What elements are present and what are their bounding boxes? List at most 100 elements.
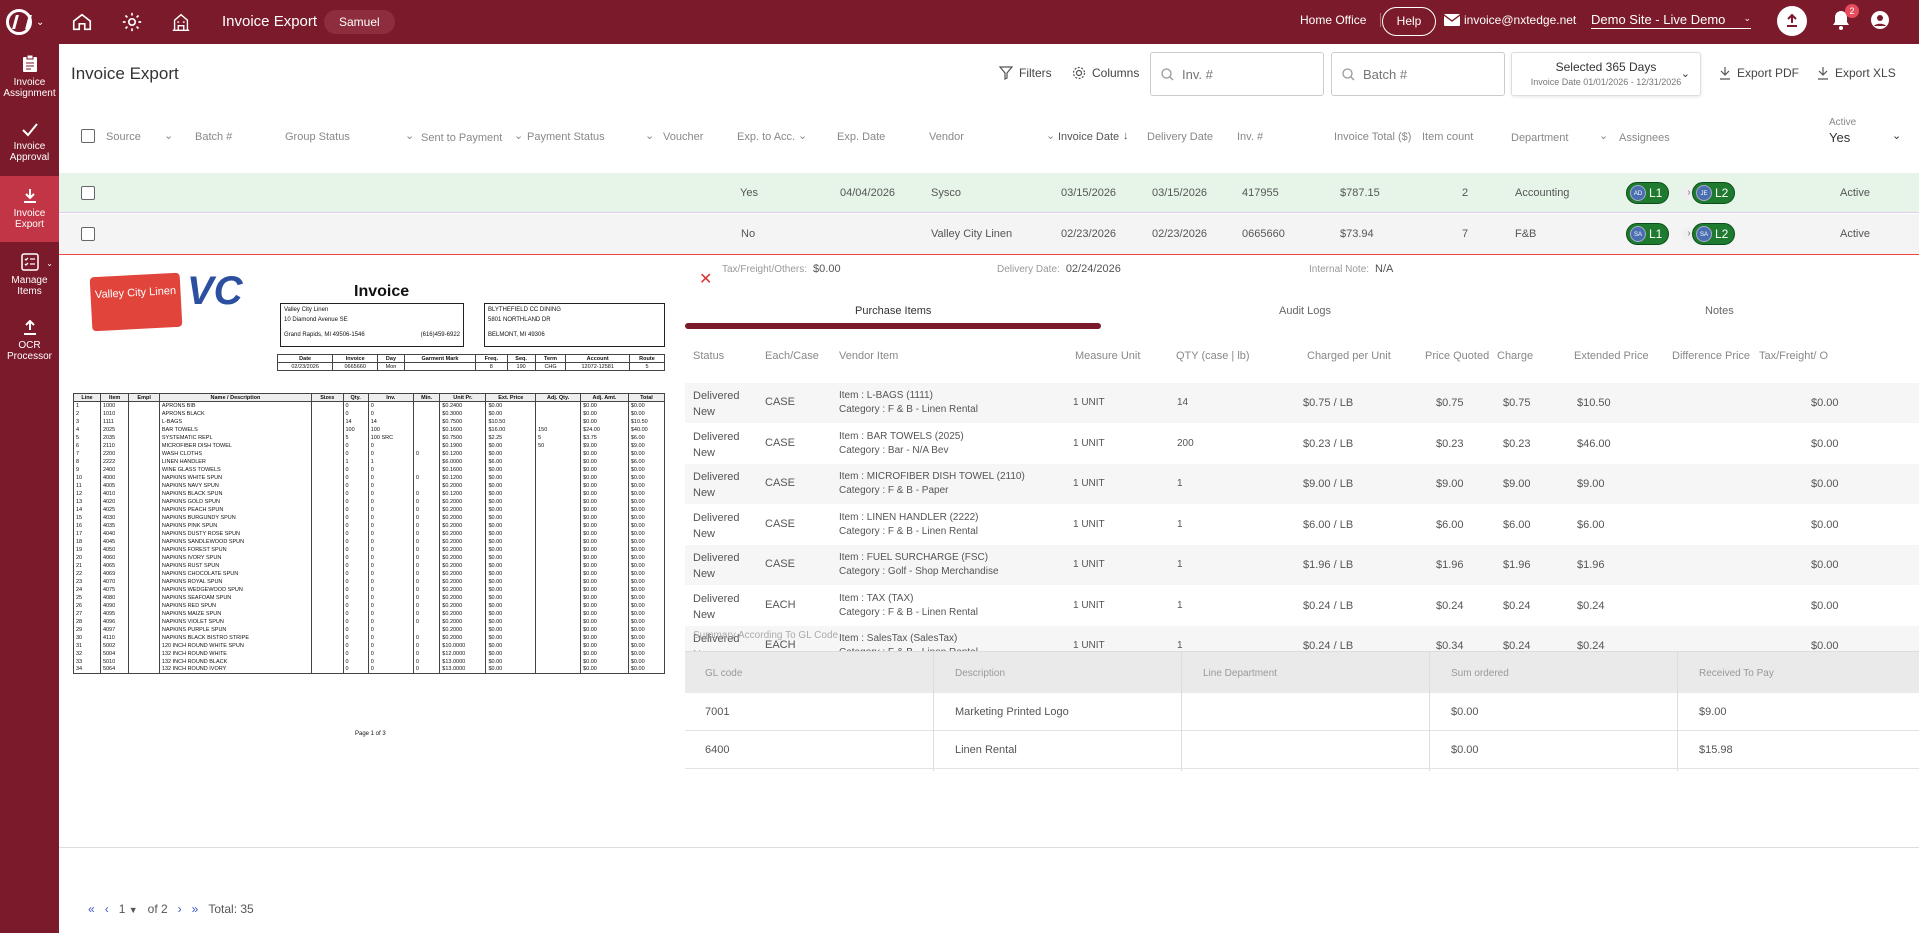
invoice-line: 4 2025 BAR TOWELS 100 100 $0.1600 $16.00 150 $24… [73, 425, 666, 434]
batch-search-field[interactable] [1331, 52, 1505, 96]
line-cell [311, 657, 344, 666]
row-checkbox[interactable] [81, 227, 95, 241]
line-cell: $0.00 [485, 497, 537, 506]
sidebar-item-ocr-processor[interactable]: OCR Processor [0, 308, 59, 374]
chevron-down-icon[interactable]: ⌄ [1599, 130, 1609, 142]
line-cell: $0.00 [627, 585, 666, 594]
user-icon[interactable] [1870, 10, 1890, 35]
close-icon[interactable]: ✕ [699, 271, 713, 288]
col-payment-status[interactable]: Payment Status [527, 131, 605, 143]
line-cell: $0.00 [580, 465, 629, 474]
cell-department: Accounting [1515, 187, 1570, 199]
chevron-down-icon[interactable]: ⌄ [164, 130, 174, 142]
line-cell: $0.00 [627, 657, 666, 666]
invoice-search-input[interactable] [1182, 66, 1302, 82]
col-assignees[interactable]: Assignees [1619, 132, 1670, 144]
col-invoice-date[interactable]: Invoice Date [1058, 131, 1120, 143]
chevron-down-icon[interactable]: ⌄ [1046, 130, 1056, 142]
line-cell: NAPKINS BLACK BISTRO STRIPE [158, 633, 313, 642]
chevron-down-icon[interactable]: ⌄ [645, 130, 655, 142]
line-cell: 5004 [99, 649, 130, 658]
vendor-logo: Valley City Linen [89, 272, 183, 332]
date-range-selector[interactable]: Selected 365 Days Invoice Date 01/01/202… [1511, 52, 1701, 96]
batch-search-input[interactable] [1363, 66, 1483, 82]
user-chip[interactable]: Samuel [324, 10, 395, 34]
next-page-icon[interactable]: › [177, 902, 182, 916]
help-button[interactable]: Help [1382, 7, 1436, 36]
purchase-item-row[interactable]: Delivered New CASE Item : L-BAGS (1111) Cat… [685, 383, 1919, 423]
gl-summary-header: GL code Description Line Department Sum ord… [685, 651, 1919, 693]
col-inv-number[interactable]: Inv. # [1237, 131, 1264, 143]
invoice-search-field[interactable] [1150, 52, 1324, 96]
sidebar-item-invoice-assignment[interactable]: Invoice Assignment [0, 44, 59, 110]
address-line: 5801 NORTHLAND DR [488, 317, 551, 323]
line-cell: $0.00 [580, 545, 629, 554]
export-pdf-button[interactable]: Export PDF [1719, 66, 1799, 80]
assignee-pill-l2[interactable]: JE L2 [1692, 182, 1736, 204]
sidebar-item-invoice-approval[interactable]: Invoice Approval [0, 110, 59, 176]
purchase-item-row[interactable]: Delivered New EACH Item : TAX (TAX) Categor… [685, 586, 1919, 626]
tab-audit-logs[interactable]: Audit Logs [1279, 305, 1331, 317]
gear-icon[interactable] [120, 10, 144, 34]
col-department[interactable]: Department [1511, 132, 1569, 144]
col-delivery-date[interactable]: Delivery Date [1147, 131, 1214, 143]
pi-col-header: Charged per Unit [1307, 350, 1391, 362]
first-page-icon[interactable]: « [88, 902, 95, 916]
line-cell: $0.00 [485, 537, 537, 546]
purchase-item-row[interactable]: Delivered New CASE Item : LINEN HANDLER (2… [685, 505, 1919, 545]
email-link[interactable]: invoice@nxtedge.net [1444, 13, 1576, 27]
col-voucher[interactable]: Voucher [663, 131, 704, 143]
col-sent-to-payment[interactable]: Sent to Payment [421, 132, 503, 144]
row-checkbox[interactable] [81, 186, 95, 200]
line-header: Ext. Price [485, 393, 537, 402]
col-source[interactable]: Source [106, 131, 141, 143]
line-cell: NAPKINS PEACH SPUN [158, 505, 313, 514]
last-page-icon[interactable]: » [191, 902, 199, 916]
home-office-link[interactable]: Home Office [1300, 13, 1382, 27]
sort-desc-icon[interactable]: ↓ [1123, 130, 1129, 142]
prev-page-icon[interactable]: ‹ [104, 902, 109, 916]
tab-notes[interactable]: Notes [1705, 305, 1734, 317]
col-exp-date[interactable]: Exp. Date [837, 131, 886, 143]
upload-button[interactable] [1777, 6, 1807, 36]
export-xls-button[interactable]: Export XLS [1817, 66, 1896, 80]
chevron-down-icon[interactable]: ⌄ [1892, 130, 1902, 142]
home-icon[interactable] [70, 10, 94, 34]
chevron-down-icon[interactable]: ⌄ [405, 130, 415, 142]
active-filter-select[interactable]: Yes [1829, 130, 1851, 145]
tab-purchase-items[interactable]: Purchase Items [855, 305, 932, 317]
col-item-count[interactable]: Item count [1422, 131, 1474, 143]
purchase-item-row[interactable]: Delivered New CASE Item : MICROFIBER DISH … [685, 464, 1919, 504]
col-vendor[interactable]: Vendor [929, 131, 964, 143]
line-cell: 0 [367, 585, 414, 594]
line-cell: 14 [367, 417, 414, 426]
delivery-label: Delivery Date: [997, 264, 1060, 275]
columns-button[interactable]: Columns [1072, 66, 1139, 80]
col-batch[interactable]: Batch # [195, 131, 233, 143]
col-group-status[interactable]: Group Status [285, 131, 350, 143]
purchase-item-row[interactable]: Delivered New CASE Item : BAR TOWELS (2025… [685, 424, 1919, 464]
page-select[interactable]: 1 ▼ [119, 902, 138, 916]
cell-delivery-date: 02/23/2026 [1152, 228, 1208, 240]
chevron-down-icon[interactable]: ⌄ [514, 130, 524, 142]
filters-button[interactable]: Filters [999, 66, 1052, 80]
chevron-down-icon[interactable]: ⌄ [798, 130, 808, 142]
site-selector[interactable]: Demo Site - Live Demo ⌄ [1591, 12, 1751, 29]
table-row[interactable]: Yes 04/04/2026 Sysco 03/15/2026 03/15/20… [59, 173, 1919, 213]
chevron-down-icon: ⌄ [1743, 13, 1751, 23]
select-all-checkbox[interactable] [81, 129, 95, 143]
table-row[interactable]: No Valley City Linen 02/23/2026 02/23/20… [59, 214, 1919, 254]
purchase-item-row[interactable]: Delivered New CASE Item : FUEL SURCHARGE (… [685, 545, 1919, 585]
app-logo[interactable]: ⌄ [6, 9, 50, 35]
sidebar-item-manage-items[interactable]: Manage Items ⌄ [0, 242, 59, 308]
item-extended-price: $1.96 [1577, 559, 1605, 571]
col-exp-to-acc[interactable]: Exp. to Acc. [737, 131, 796, 143]
building-icon[interactable] [169, 10, 193, 34]
sidebar-item-invoice-export[interactable]: Invoice Export [0, 176, 59, 242]
line-cell [128, 481, 160, 490]
assignee-pill-l2[interactable]: SA L2 [1692, 223, 1736, 245]
assignee-pill-l1[interactable]: AD L1 [1626, 182, 1670, 204]
sidebar-item-label: Invoice Approval [9, 141, 50, 163]
col-invoice-total[interactable]: Invoice Total ($) [1334, 131, 1412, 143]
assignee-pill-l1[interactable]: SA L1 [1626, 223, 1670, 245]
